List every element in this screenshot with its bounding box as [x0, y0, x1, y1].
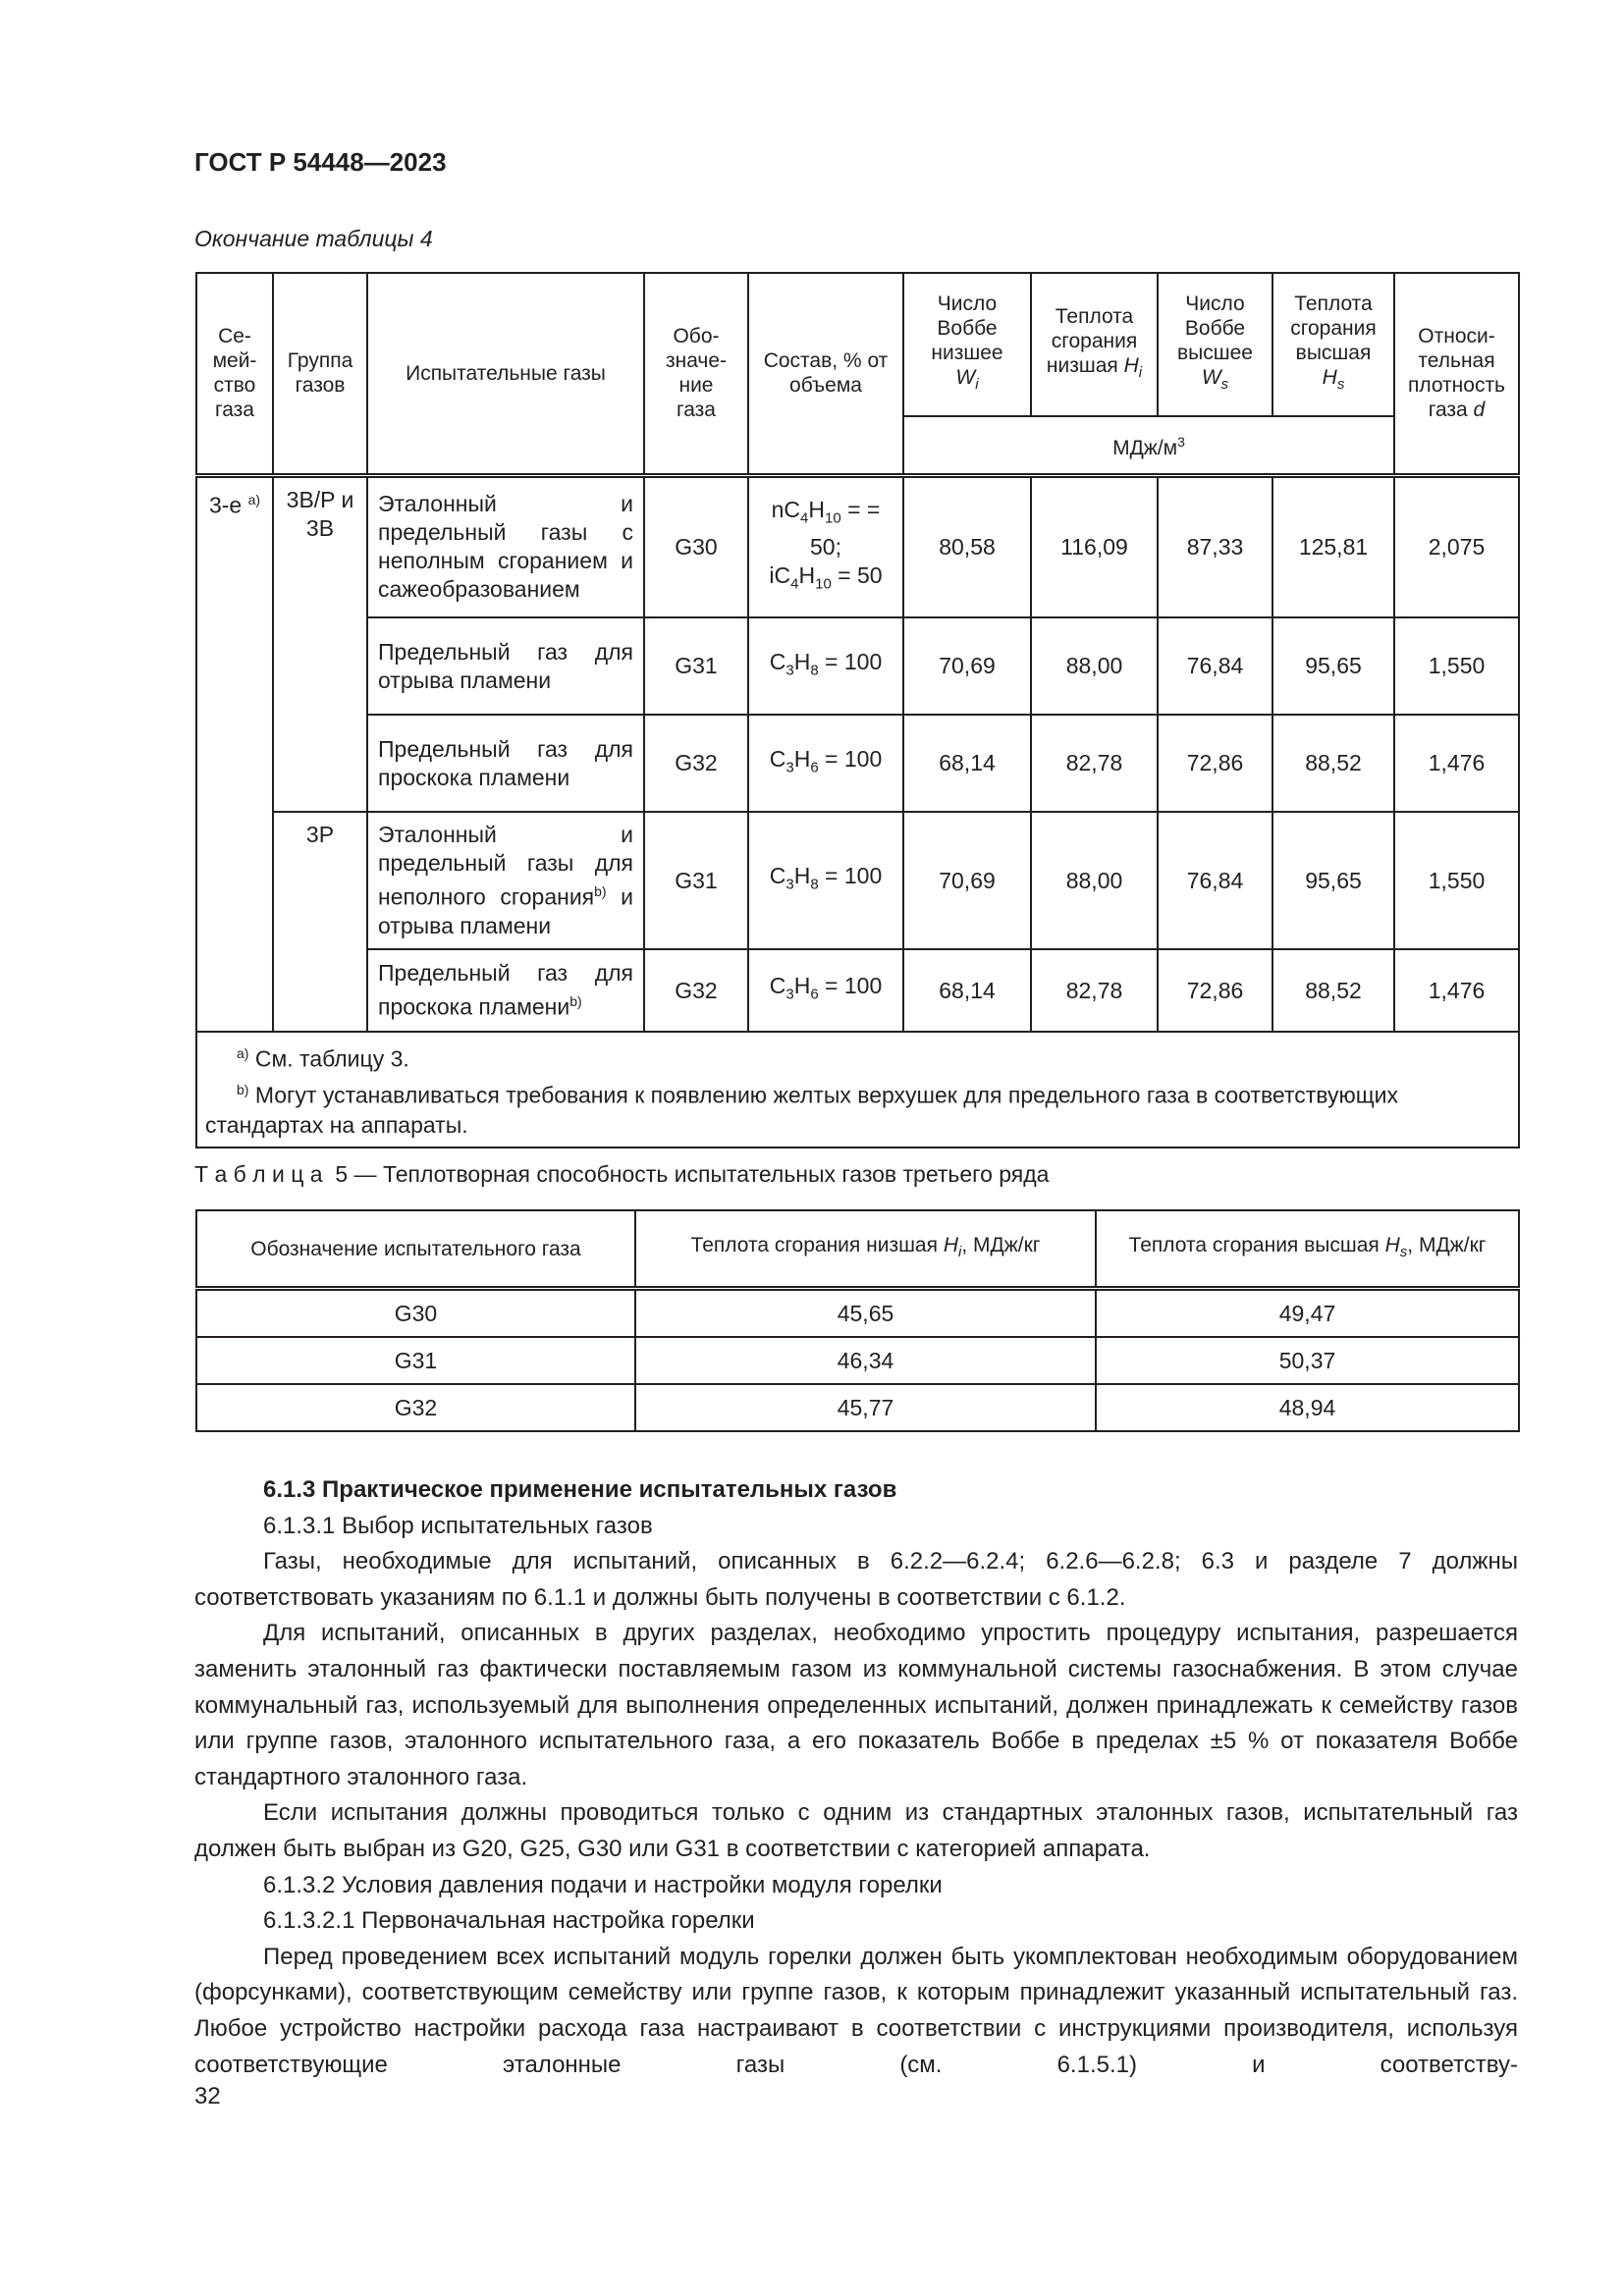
paragraph: Газы, необходимые для испытаний, описанн…: [194, 1548, 1518, 1611]
heat-low: 88,00: [1030, 811, 1159, 950]
table-row: G32 45,77 48,94: [195, 1383, 1520, 1432]
header-gas-code: Обозначение испытательного газа: [195, 1209, 636, 1290]
heat-high: 95,65: [1272, 616, 1395, 716]
gas-description: Эталонный и предельный газы с неполным с…: [366, 472, 645, 618]
wobbe-high: 76,84: [1157, 811, 1273, 950]
table-4: Се- мей- ство газа Группа газов Испытате…: [195, 272, 1520, 1149]
family-cell: 3-е a): [195, 472, 274, 1033]
page-number: 32: [194, 2083, 221, 2109]
wobbe-low: 80,58: [902, 472, 1032, 618]
header-wobbe-low: Число Воббе низшее Wi: [902, 272, 1032, 417]
heat-high: 88,52: [1272, 714, 1395, 813]
wobbe-low: 68,14: [902, 948, 1032, 1033]
body-text: 6.1.3 Практическое применение испытатель…: [194, 1472, 1518, 2083]
gas-composition: C3H6 = 100: [747, 948, 904, 1033]
heat-low: 82,78: [1030, 948, 1159, 1033]
gas-composition: C3H6 = 100: [747, 714, 904, 813]
header-family: Се- мей- ство газа: [195, 272, 274, 476]
document-header: ГОСТ Р 54448—2023: [194, 147, 447, 177]
header-density: Относи- тельная плотность газа d: [1393, 272, 1520, 476]
paragraph: Если испытания должны проводиться только…: [194, 1799, 1518, 1862]
footnote-b: b) Могут устанавливаться требования к по…: [205, 1081, 1399, 1139]
table-row: G31 46,34 50,37: [195, 1336, 1520, 1385]
header-test-gases: Испытательные газы: [366, 272, 645, 476]
section-heading: 6.1.3 Практическое применение испытатель…: [263, 1476, 897, 1503]
gas-description: Предельный газ для отрыва пламени: [366, 616, 645, 716]
wobbe-high: 87,33: [1157, 472, 1273, 618]
gas-code: G32: [643, 948, 749, 1033]
density: 1,476: [1393, 714, 1520, 813]
heat-high: 50,37: [1095, 1336, 1520, 1385]
gas-code: G30: [643, 472, 749, 618]
heat-low: 45,77: [634, 1383, 1097, 1432]
table4-footnotes: a) См. таблицу 3. b) Могут устанавливать…: [195, 1030, 1520, 1149]
header-heat-high: Теплота сгорания высшая Hs: [1272, 272, 1395, 417]
heat-high: 49,47: [1095, 1286, 1520, 1338]
heat-low: 45,65: [634, 1286, 1097, 1338]
table-row: G30 45,65 49,47: [195, 1286, 1520, 1338]
group-cell: 3B/P и 3B: [272, 472, 368, 813]
gas-description: Эталонный и предельный газы для неполног…: [366, 811, 645, 950]
group-cell: 3P: [272, 811, 368, 1033]
gas-composition: nC4H10 = = 50; iC4H10 = 50: [747, 472, 904, 618]
table4-caption: Окончание таблицы 4: [194, 226, 433, 251]
paragraph: Для испытаний, описанных в других раздел…: [194, 1620, 1518, 1790]
wobbe-high: 72,86: [1157, 714, 1273, 813]
heat-high: 95,65: [1272, 811, 1395, 950]
table-5: Обозначение испытательного газа Теплота …: [195, 1209, 1520, 1432]
density: 1,476: [1393, 948, 1520, 1033]
paragraph: Перед проведением всех испытаний модуль …: [194, 1943, 1518, 2078]
wobbe-low: 70,69: [902, 616, 1032, 716]
gas-code: G32: [643, 714, 749, 813]
gas-code: G31: [643, 811, 749, 950]
gas-composition: C3H8 = 100: [747, 811, 904, 950]
header-units: МДж/м3: [902, 415, 1395, 476]
header-code: Обо- значе- ние газа: [643, 272, 749, 476]
density: 2,075: [1393, 472, 1520, 618]
header-heat-low: Теплота сгорания низшая Hi: [1030, 272, 1159, 417]
header-composition: Состав, % от объема: [747, 272, 904, 476]
gas-description: Предельный газ для проскока пламени: [366, 714, 645, 813]
gas-code: G32: [195, 1383, 636, 1432]
table5-caption: Т а б л и ц а 5 — Теплотворная способнос…: [194, 1161, 1050, 1187]
header-group: Группа газов: [272, 272, 368, 476]
wobbe-low: 70,69: [902, 811, 1032, 950]
heat-low: 46,34: [634, 1336, 1097, 1385]
gas-description: Предельный газ для проскока пламениb): [366, 948, 645, 1033]
subsection-heading: 6.1.3.1 Выбор испытательных газов: [263, 1512, 653, 1539]
subsection-heading: 6.1.3.2 Условия давления подачи и настро…: [263, 1871, 943, 1898]
density: 1,550: [1393, 811, 1520, 950]
heat-high: 88,52: [1272, 948, 1395, 1033]
header-heat-high: Теплота сгорания высшая Hs, МДж/кг: [1095, 1209, 1520, 1290]
gas-code: G31: [643, 616, 749, 716]
heat-low: 116,09: [1030, 472, 1159, 618]
density: 1,550: [1393, 616, 1520, 716]
gas-composition: C3H8 = 100: [747, 616, 904, 716]
wobbe-high: 72,86: [1157, 948, 1273, 1033]
subsection-heading: 6.1.3.2.1 Первоначальная настройка горел…: [263, 1907, 755, 1935]
heat-low: 88,00: [1030, 616, 1159, 716]
heat-high: 125,81: [1272, 472, 1395, 618]
wobbe-low: 68,14: [902, 714, 1032, 813]
gas-code: G31: [195, 1336, 636, 1385]
header-wobbe-high: Число Воббе высшее Ws: [1157, 272, 1273, 417]
heat-low: 82,78: [1030, 714, 1159, 813]
wobbe-high: 76,84: [1157, 616, 1273, 716]
heat-high: 48,94: [1095, 1383, 1520, 1432]
gas-code: G30: [195, 1286, 636, 1338]
footnote-a: a) См. таблицу 3.: [237, 1045, 409, 1072]
header-heat-low: Теплота сгорания низшая Hi, МДж/кг: [634, 1209, 1097, 1290]
